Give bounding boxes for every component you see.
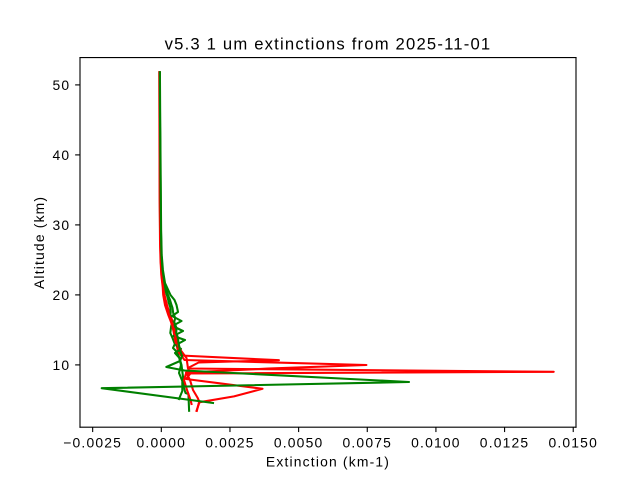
- svg-text:0.0000: 0.0000: [137, 434, 187, 450]
- svg-text:0.0100: 0.0100: [411, 434, 461, 450]
- svg-text:v5.3 1 um extinctions from 202: v5.3 1 um extinctions from 2025-11-01: [165, 34, 492, 53]
- svg-text:0.0150: 0.0150: [548, 434, 598, 450]
- svg-text:Extinction (km-1): Extinction (km-1): [266, 453, 390, 469]
- svg-text:40: 40: [52, 147, 70, 163]
- svg-text:30: 30: [52, 217, 70, 233]
- svg-text:Altitude (km): Altitude (km): [31, 196, 47, 289]
- svg-text:10: 10: [52, 357, 70, 373]
- svg-text:0.0050: 0.0050: [274, 434, 324, 450]
- svg-text:0.0075: 0.0075: [343, 434, 393, 450]
- svg-text:20: 20: [52, 287, 70, 303]
- svg-text:0.0125: 0.0125: [480, 434, 530, 450]
- svg-text:0.0025: 0.0025: [205, 434, 255, 450]
- svg-text:50: 50: [52, 77, 70, 93]
- svg-text:−0.0025: −0.0025: [63, 434, 122, 450]
